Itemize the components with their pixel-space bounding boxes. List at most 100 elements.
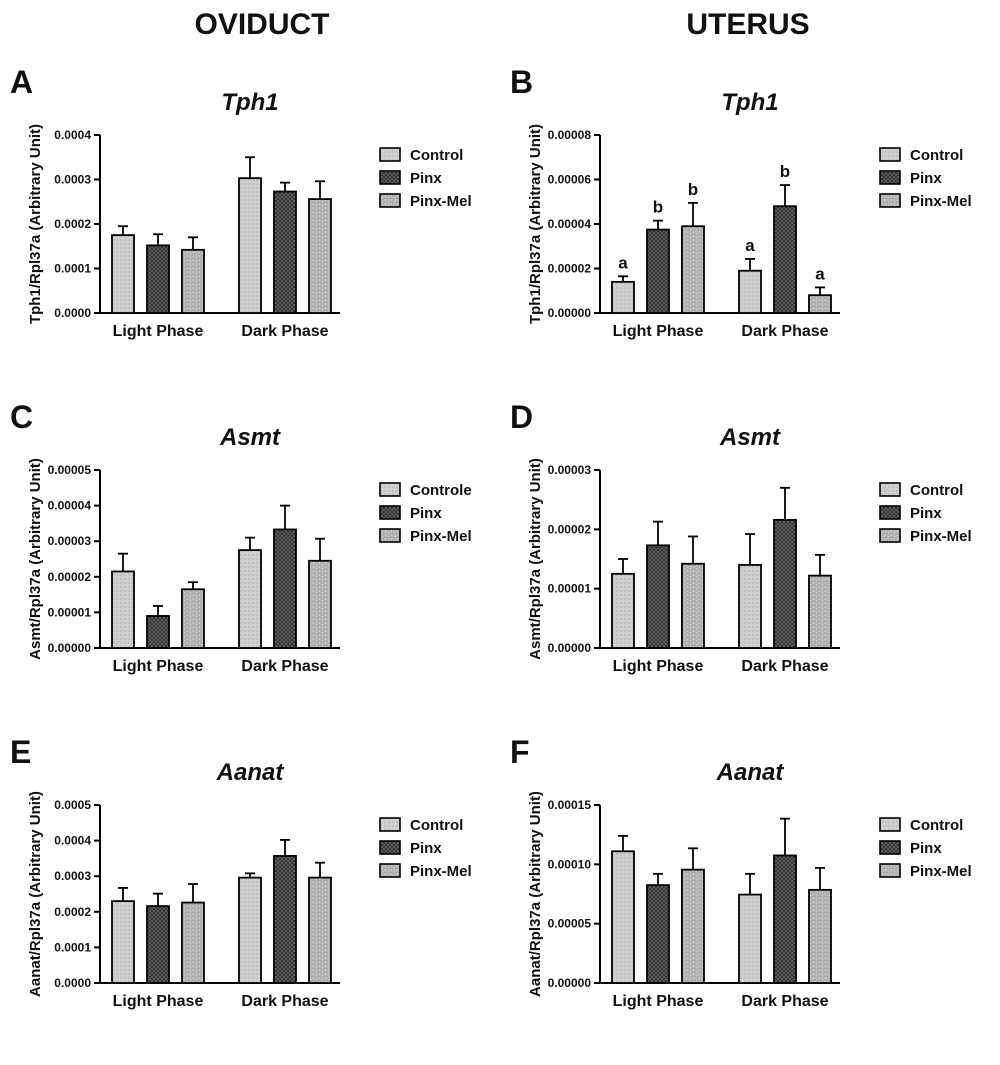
x-tick-label: Light Phase	[613, 323, 704, 340]
panel-letter: E	[10, 734, 31, 770]
x-tick-label: Dark Phase	[241, 993, 328, 1010]
panel-d: D Asmt Asmt/Rpl37a (Arbitrary Unit) 0.00000…	[500, 390, 1000, 730]
significance-letter: b	[688, 180, 698, 199]
panel-letter: B	[510, 64, 533, 100]
significance-letter: a	[618, 253, 628, 272]
panel-letter: D	[510, 399, 533, 435]
y-tick-label: 0.0004	[54, 834, 91, 848]
chart-svg: B Tph1 Tph1/Rpl37a (Arbitrary Unit) 0.00000…	[510, 64, 972, 340]
bar	[808, 574, 832, 649]
bar	[146, 615, 170, 649]
bar	[611, 572, 635, 649]
y-tick-label: 0.0001	[54, 940, 91, 954]
chart-title: Asmt	[219, 424, 281, 451]
panel-a: A Tph1 Tph1/Rpl37a (Arbitrary Unit) 0.0000 0…	[0, 55, 500, 395]
bar	[308, 559, 332, 649]
bar	[238, 177, 262, 314]
legend-entry: Pinx-Mel	[910, 193, 972, 210]
legend-swatch	[879, 193, 901, 208]
y-axis-label: Aanat/Rpl37a (Arbitrary Unit)	[27, 791, 44, 997]
legend-entry: Control	[910, 482, 963, 499]
y-tick-label: 0.00004	[548, 217, 592, 231]
legend-entry: Pinx-Mel	[410, 528, 472, 545]
chart-title: Tph1	[721, 89, 778, 116]
bar	[146, 244, 170, 314]
y-tick-label: 0.00001	[548, 582, 592, 596]
bar	[808, 294, 832, 314]
legend-entry: Pinx-Mel	[910, 528, 972, 545]
y-tick-label: 0.00015	[548, 798, 592, 812]
bar	[111, 900, 135, 984]
y-tick-label: 0.0004	[54, 128, 91, 142]
y-tick-label: 0.0003	[54, 869, 91, 883]
legend-swatch	[379, 817, 401, 832]
legend-swatch	[379, 193, 401, 208]
panel-letter: A	[10, 64, 33, 100]
legend-entry: Pinx-Mel	[910, 863, 972, 880]
y-tick-label: 0.00002	[548, 262, 592, 276]
bar	[611, 280, 635, 314]
legend-entry: Control	[910, 147, 963, 164]
chart-title: Aanat	[716, 759, 785, 786]
legend-swatch	[879, 863, 901, 878]
y-tick-label: 0.0000	[54, 976, 91, 990]
legend-swatch	[879, 482, 901, 497]
legend-swatch	[879, 528, 901, 543]
y-tick-label: 0.0002	[54, 905, 91, 919]
panel-b: B Tph1 Tph1/Rpl37a (Arbitrary Unit) 0.00000…	[500, 55, 1000, 395]
panel-letter: C	[10, 399, 33, 435]
y-tick-label: 0.00003	[48, 534, 92, 548]
bar	[646, 228, 670, 314]
significance-letter: b	[653, 198, 663, 217]
bar	[146, 905, 170, 984]
bar	[738, 269, 762, 314]
column-header-oviduct: OVIDUCT	[194, 8, 330, 41]
x-tick-label: Light Phase	[613, 993, 704, 1010]
y-tick-label: 0.0000	[54, 306, 91, 320]
x-tick-label: Dark Phase	[241, 658, 328, 675]
bar	[273, 190, 297, 314]
y-tick-label: 0.00000	[548, 641, 592, 655]
chart-svg: D Asmt Asmt/Rpl37a (Arbitrary Unit) 0.00000…	[510, 399, 972, 675]
panel-letter: F	[510, 734, 530, 770]
y-tick-label: 0.00008	[548, 128, 592, 142]
panel-f: F Aanat Aanat/Rpl37a (Arbitrary Unit) 0.000…	[500, 725, 1000, 1065]
x-tick-label: Light Phase	[113, 658, 204, 675]
legend-entry: Control	[410, 817, 463, 834]
legend-swatch	[879, 147, 901, 162]
x-tick-label: Light Phase	[613, 658, 704, 675]
bar	[273, 855, 297, 984]
y-tick-label: 0.00001	[48, 605, 92, 619]
y-tick-label: 0.0003	[54, 173, 91, 187]
panel-e: E Aanat Aanat/Rpl37a (Arbitrary Unit) 0.000…	[0, 725, 500, 1065]
legend-entry: Pinx	[410, 840, 442, 857]
bar	[738, 893, 762, 984]
bar	[646, 884, 670, 984]
y-tick-label: 0.00005	[548, 917, 592, 931]
chart-title: Asmt	[719, 424, 781, 451]
y-tick-label: 0.0002	[54, 217, 91, 231]
bar	[181, 901, 205, 984]
y-tick-label: 0.0005	[54, 798, 91, 812]
x-tick-label: Light Phase	[113, 323, 204, 340]
y-tick-label: 0.00000	[548, 976, 592, 990]
bar	[238, 549, 262, 649]
legend-swatch	[379, 528, 401, 543]
x-tick-label: Dark Phase	[741, 993, 828, 1010]
bar	[308, 198, 332, 314]
bar	[111, 570, 135, 649]
bar	[773, 205, 797, 314]
bar	[808, 888, 832, 984]
bar	[646, 544, 670, 649]
legend-swatch	[379, 840, 401, 855]
legend-swatch	[879, 170, 901, 185]
x-tick-label: Dark Phase	[741, 323, 828, 340]
y-axis-label: Tph1/Rpl37a (Arbitrary Unit)	[527, 124, 544, 324]
bar	[273, 528, 297, 649]
column-header-uterus: UTERUS	[686, 8, 810, 41]
bar	[773, 518, 797, 649]
y-axis-label: Asmt/Rpl37a (Arbitrary Unit)	[27, 458, 44, 660]
legend-entry: Control	[410, 147, 463, 164]
bar	[773, 854, 797, 984]
legend-swatch	[879, 840, 901, 855]
